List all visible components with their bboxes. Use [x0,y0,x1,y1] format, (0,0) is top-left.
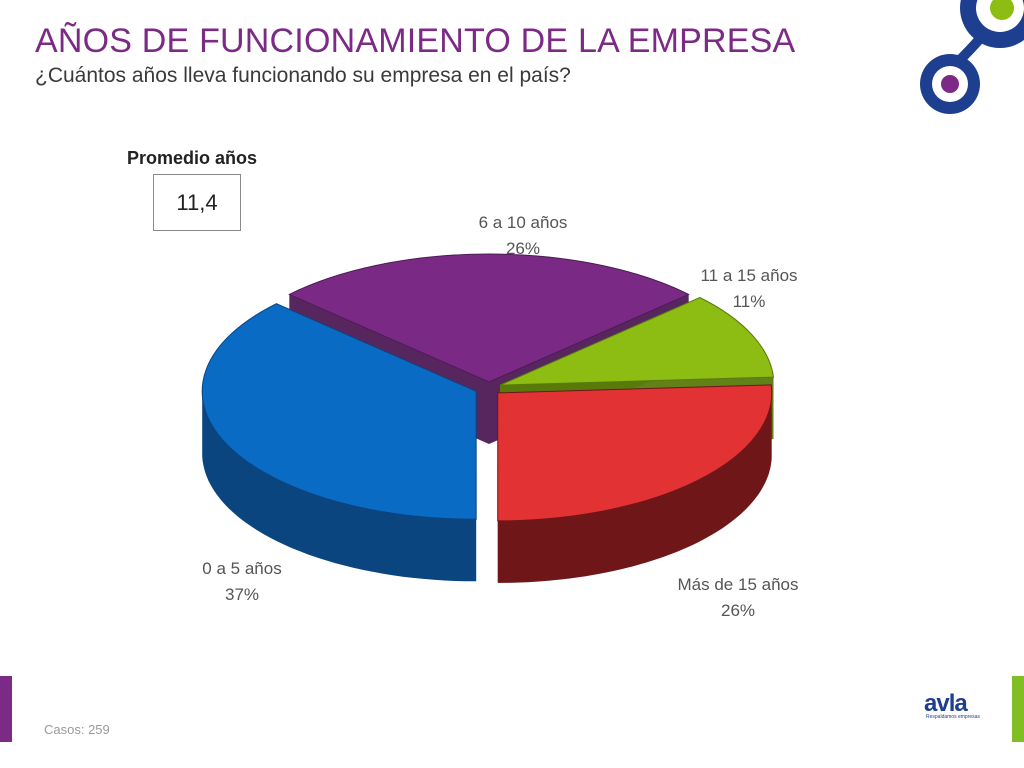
avla-logo: avla Respaldamos empresas [924,690,994,720]
slice-0-5 [201,303,477,582]
slice-category: Más de 15 años [677,575,799,594]
slice-category: 6 a 10 años [478,213,568,232]
slice-value: 37% [224,585,260,604]
slice-6-10-top [288,253,690,383]
decorative-circles-icon [920,0,1024,114]
slice-category: 11 a 15 años [700,266,798,285]
page-subtitle: ¿Cuántos años lleva funcionando su empre… [35,64,571,87]
logo-tagline: Respaldamos empresas [926,714,980,720]
slice-0-5-side [202,389,477,582]
left-accent-bar [0,676,12,742]
slice-value: 26% [720,601,756,620]
slice-label-6-10: 6 a 10 años 26% [479,210,568,262]
average-label: Promedio años [127,148,258,168]
slice-mas-15 [497,384,773,583]
cases-count: Casos: 259 [44,722,110,737]
right-accent-bar [1012,676,1024,742]
slice-mas-15-side [497,391,772,583]
page-title: AÑOS DE FUNCIONAMIENTO DE LA EMPRESA [35,22,796,60]
slice-value: 26% [505,239,541,258]
average-value-box: 11,4 [153,174,241,231]
slice-category: 0 a 5 años [202,559,282,578]
logo-text: avla [924,690,968,717]
slice-label-0-5: 0 a 5 años 37% [202,556,281,608]
average-value: 11,4 [176,189,218,215]
slice-mas-15-top [497,384,773,522]
slice-11-15-top [499,296,775,386]
slice-label-mas-15: Más de 15 años 26% [678,572,799,624]
slice-label-11-15: 11 a 15 años 11% [700,263,797,315]
slice-0-5-top [201,303,477,520]
slice-value: 11% [732,292,766,311]
